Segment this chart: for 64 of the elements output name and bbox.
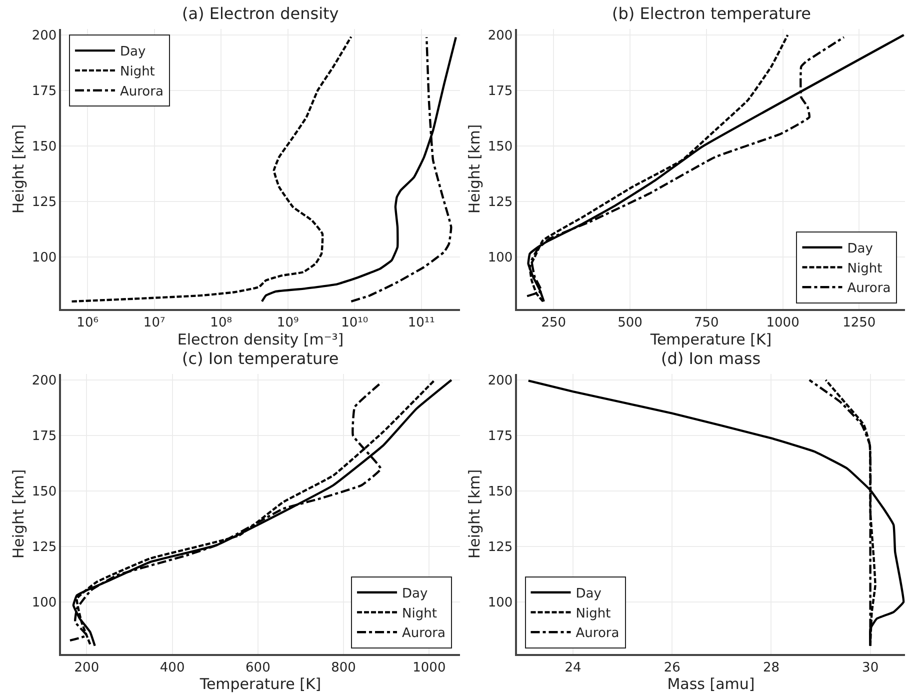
y-axis-title: Height [km] xyxy=(10,469,28,559)
x-tick-label: 10⁹ xyxy=(276,315,299,330)
chart-title: (a) Electron density xyxy=(182,4,339,23)
x-tick-label: 28 xyxy=(762,660,780,676)
y-tick-label: 150 xyxy=(488,484,513,500)
y-tick-label: 200 xyxy=(488,374,513,389)
y-tick-label: 100 xyxy=(32,596,57,611)
y-tick-label: 125 xyxy=(488,195,513,210)
x-tick-label: 26 xyxy=(664,660,680,676)
y-tick-label: 200 xyxy=(488,28,513,44)
x-tick-label: 1250 xyxy=(842,315,876,330)
y-tick-label: 125 xyxy=(488,540,513,556)
legend-label: Aurora xyxy=(120,84,164,100)
y-tick-label: 175 xyxy=(488,84,513,100)
y-tick-label: 100 xyxy=(32,250,57,266)
y-tick-label: 150 xyxy=(488,140,513,155)
chart-title: (b) Electron temperature xyxy=(612,4,812,23)
x-tick-label: 400 xyxy=(160,660,185,676)
y-tick-label: 100 xyxy=(488,596,513,611)
x-tick-label: 750 xyxy=(694,315,719,330)
x-tick-label: 800 xyxy=(331,660,356,676)
x-tick-label: 24 xyxy=(564,660,582,676)
x-tick-label: 1000 xyxy=(412,660,446,676)
legend-label: Day xyxy=(402,586,428,602)
y-tick-label: 125 xyxy=(32,195,57,210)
legend-label: Night xyxy=(120,64,155,80)
legend-label: Aurora xyxy=(847,281,891,296)
x-tick-label: 200 xyxy=(74,660,100,676)
x-tick-label: 10¹⁰ xyxy=(341,315,368,330)
chart-title: (c) Ion temperature xyxy=(182,349,339,368)
legend-label: Day xyxy=(576,586,602,602)
y-tick-label: 175 xyxy=(488,429,513,444)
x-tick-label: 30 xyxy=(862,660,879,676)
y-tick-label: 200 xyxy=(32,374,57,389)
chart-title: (d) Ion mass xyxy=(661,349,761,368)
x-tick-label: 10⁷ xyxy=(143,315,166,330)
legend-label: Aurora xyxy=(402,626,446,642)
y-tick-label: 150 xyxy=(32,484,57,500)
y-axis-title: Height [km] xyxy=(10,124,28,214)
legend-label: Night xyxy=(402,606,437,622)
x-tick-label: 250 xyxy=(541,315,566,330)
y-tick-label: 175 xyxy=(32,429,57,444)
x-tick-label: 10⁶ xyxy=(76,315,98,330)
x-tick-label: 1000 xyxy=(766,315,800,330)
legend-label: Night xyxy=(576,606,611,622)
x-tick-label: 600 xyxy=(246,660,270,676)
x-tick-label: 10¹¹ xyxy=(408,315,435,330)
y-tick-label: 200 xyxy=(32,28,57,44)
legend-label: Aurora xyxy=(576,626,620,642)
legend-label: Day xyxy=(847,241,874,256)
y-tick-label: 175 xyxy=(32,84,57,100)
x-axis-title: Temperature [K] xyxy=(649,330,772,348)
y-tick-label: 125 xyxy=(32,540,57,556)
y-tick-label: 100 xyxy=(488,250,513,266)
x-axis-title: Temperature [K] xyxy=(198,675,322,693)
y-tick-label: 150 xyxy=(32,140,57,155)
y-axis-title: Height [km] xyxy=(466,124,484,214)
x-tick-label: 500 xyxy=(618,315,642,330)
legend-label: Day xyxy=(120,44,146,60)
x-axis-title: Electron density [m⁻³] xyxy=(177,330,344,348)
y-axis-title: Height [km] xyxy=(466,469,484,559)
legend-label: Night xyxy=(847,261,882,276)
x-axis-title: Mass [amu] xyxy=(667,675,755,693)
x-tick-label: 10⁸ xyxy=(210,315,232,330)
